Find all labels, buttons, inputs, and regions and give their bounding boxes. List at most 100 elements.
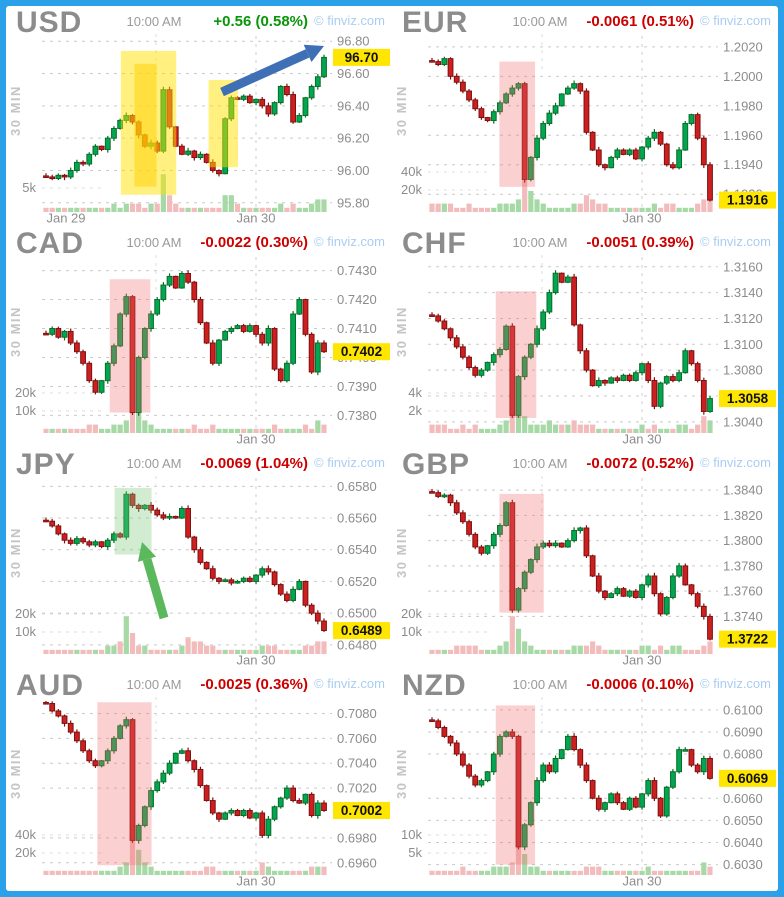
chart-panel-usd[interactable]: USD 10:00 AM +0.56 (0.58%) © finviz.com … bbox=[6, 6, 392, 227]
svg-text:20k: 20k bbox=[15, 606, 36, 621]
svg-text:1.3760: 1.3760 bbox=[723, 584, 763, 599]
svg-text:0.7410: 0.7410 bbox=[337, 321, 377, 336]
time-label: 10:00 AM bbox=[126, 14, 182, 29]
svg-text:20k: 20k bbox=[15, 845, 36, 860]
svg-text:96.40: 96.40 bbox=[337, 98, 370, 113]
svg-text:95.80: 95.80 bbox=[337, 195, 370, 210]
svg-text:0.7002: 0.7002 bbox=[341, 803, 382, 818]
candlestick-chart: 1.20201.20001.19801.19601.19401.1920Jan … bbox=[394, 34, 776, 226]
svg-text:96.80: 96.80 bbox=[337, 34, 370, 49]
svg-text:30 MIN: 30 MIN bbox=[394, 85, 409, 136]
svg-text:1.3840: 1.3840 bbox=[723, 483, 763, 498]
chart-panel-cad[interactable]: CAD 10:00 AM -0.0022 (0.30%) © finviz.co… bbox=[6, 227, 392, 448]
svg-text:1.3780: 1.3780 bbox=[723, 558, 763, 573]
chart-panel-jpy[interactable]: JPY 10:00 AM -0.0069 (1.04%) © finviz.co… bbox=[6, 448, 392, 669]
candlestick-chart: 1.3840 1.3820 1.3800 1.3780 1.3760 1.3740 Jan … bbox=[394, 476, 776, 668]
chart-panel-eur[interactable]: EUR 10:00 AM -0.0061 (0.51%) © finviz.co… bbox=[392, 6, 778, 227]
svg-text:0.6580: 0.6580 bbox=[337, 479, 377, 494]
svg-text:10k: 10k bbox=[15, 403, 36, 418]
svg-text:1.1960: 1.1960 bbox=[723, 128, 763, 143]
svg-text:20k: 20k bbox=[401, 606, 422, 621]
time-label: 10:00 AM bbox=[512, 456, 568, 471]
chart-grid: USD 10:00 AM +0.56 (0.58%) © finviz.com … bbox=[6, 6, 778, 891]
change-label: -0.0022 (0.30%) bbox=[200, 234, 308, 251]
svg-text:10k: 10k bbox=[401, 624, 422, 639]
finviz-watermark-link[interactable]: © finviz.com bbox=[314, 455, 385, 470]
chart-title: GBP bbox=[402, 448, 471, 481]
svg-text:0.6090: 0.6090 bbox=[723, 724, 763, 739]
change-label: -0.0069 (1.04%) bbox=[200, 455, 308, 472]
svg-text:96.60: 96.60 bbox=[337, 66, 370, 81]
svg-text:0.6060: 0.6060 bbox=[723, 791, 763, 806]
finviz-watermark-link[interactable]: © finviz.com bbox=[700, 676, 771, 691]
svg-text:30 MIN: 30 MIN bbox=[8, 527, 23, 578]
time-label: 10:00 AM bbox=[512, 235, 568, 250]
finviz-watermark-link[interactable]: © finviz.com bbox=[700, 13, 771, 28]
svg-text:0.6069: 0.6069 bbox=[727, 771, 768, 786]
chart-title: USD bbox=[16, 6, 83, 39]
svg-text:96.20: 96.20 bbox=[337, 131, 370, 146]
svg-text:Jan 30: Jan 30 bbox=[622, 211, 661, 226]
svg-text:Jan 30: Jan 30 bbox=[236, 211, 275, 226]
svg-text:0.7020: 0.7020 bbox=[337, 781, 377, 796]
svg-text:0.7380: 0.7380 bbox=[337, 408, 377, 423]
svg-text:0.7080: 0.7080 bbox=[337, 706, 377, 721]
finviz-watermark-link[interactable]: © finviz.com bbox=[700, 455, 771, 470]
candlestick-chart: 0.74300.74200.74100.74000.73900.7380Jan … bbox=[8, 255, 390, 447]
candlestick-chart: 0.6100 0.6090 0.6080 0.6060 0.6050 0.6040 0.60… bbox=[394, 697, 776, 889]
svg-text:Jan 30: Jan 30 bbox=[236, 874, 275, 889]
svg-text:0.6489: 0.6489 bbox=[341, 623, 382, 638]
svg-text:5k: 5k bbox=[22, 180, 36, 195]
finviz-watermark-link[interactable]: © finviz.com bbox=[314, 13, 385, 28]
change-label: -0.0051 (0.39%) bbox=[586, 234, 694, 251]
svg-text:20k: 20k bbox=[401, 182, 422, 197]
svg-text:Jan 30: Jan 30 bbox=[622, 874, 661, 889]
svg-text:0.6480: 0.6480 bbox=[337, 637, 377, 652]
change-label: -0.0072 (0.52%) bbox=[586, 455, 694, 472]
chart-title: AUD bbox=[16, 669, 84, 702]
svg-text:5k: 5k bbox=[408, 845, 422, 860]
chart-panel-aud[interactable]: AUD 10:00 AM -0.0025 (0.36%) © finviz.co… bbox=[6, 669, 392, 890]
svg-text:1.3100: 1.3100 bbox=[723, 337, 763, 352]
svg-text:1.1980: 1.1980 bbox=[723, 98, 763, 113]
chart-panel-nzd[interactable]: NZD 10:00 AM -0.0006 (0.10%) © finviz.co… bbox=[392, 669, 778, 890]
svg-text:96.00: 96.00 bbox=[337, 163, 370, 178]
time-label: 10:00 AM bbox=[126, 677, 182, 692]
svg-text:1.3740: 1.3740 bbox=[723, 609, 763, 624]
svg-text:30 MIN: 30 MIN bbox=[394, 748, 409, 799]
chart-title: EUR bbox=[402, 6, 469, 39]
change-label: -0.0061 (0.51%) bbox=[586, 13, 694, 30]
change-label: -0.0006 (0.10%) bbox=[586, 676, 694, 693]
svg-text:30 MIN: 30 MIN bbox=[394, 306, 409, 357]
svg-text:1.1916: 1.1916 bbox=[727, 193, 769, 208]
svg-text:0.6040: 0.6040 bbox=[723, 835, 763, 850]
svg-text:4k: 4k bbox=[408, 385, 422, 400]
svg-text:2k: 2k bbox=[408, 403, 422, 418]
svg-text:1.3160: 1.3160 bbox=[723, 259, 763, 274]
svg-text:30 MIN: 30 MIN bbox=[8, 306, 23, 357]
chart-panel-chf[interactable]: CHF 10:00 AM -0.0051 (0.39%) © finviz.co… bbox=[392, 227, 778, 448]
finviz-watermark-link[interactable]: © finviz.com bbox=[314, 234, 385, 249]
svg-text:1.2000: 1.2000 bbox=[723, 69, 763, 84]
svg-text:0.6540: 0.6540 bbox=[337, 542, 377, 557]
candlestick-chart: 96.80 96.60 96.40 96.20 96.00 95.80 Jan 29 Jan … bbox=[8, 34, 390, 226]
svg-text:10k: 10k bbox=[15, 624, 36, 639]
finviz-watermark-link[interactable]: © finviz.com bbox=[700, 234, 771, 249]
candlestick-chart: 0.7080 0.7060 0.7040 0.7020 0.6980 0.6960 Jan … bbox=[8, 697, 390, 889]
svg-text:1.1940: 1.1940 bbox=[723, 157, 763, 172]
svg-text:0.6100: 0.6100 bbox=[723, 702, 763, 717]
change-label: +0.56 (0.58%) bbox=[213, 13, 308, 30]
time-label: 10:00 AM bbox=[126, 235, 182, 250]
svg-text:Jan 30: Jan 30 bbox=[236, 432, 275, 447]
svg-text:1.3140: 1.3140 bbox=[723, 285, 763, 300]
svg-text:30 MIN: 30 MIN bbox=[8, 85, 23, 136]
svg-text:0.6960: 0.6960 bbox=[337, 855, 377, 870]
svg-text:10k: 10k bbox=[401, 827, 422, 842]
svg-text:0.7430: 0.7430 bbox=[337, 263, 377, 278]
svg-text:40k: 40k bbox=[401, 164, 422, 179]
chart-panel-gbp[interactable]: GBP 10:00 AM -0.0072 (0.52%) © finviz.co… bbox=[392, 448, 778, 669]
chart-title: CAD bbox=[16, 227, 84, 260]
svg-text:Jan 30: Jan 30 bbox=[622, 432, 661, 447]
finviz-watermark-link[interactable]: © finviz.com bbox=[314, 676, 385, 691]
svg-text:0.6080: 0.6080 bbox=[723, 747, 763, 762]
